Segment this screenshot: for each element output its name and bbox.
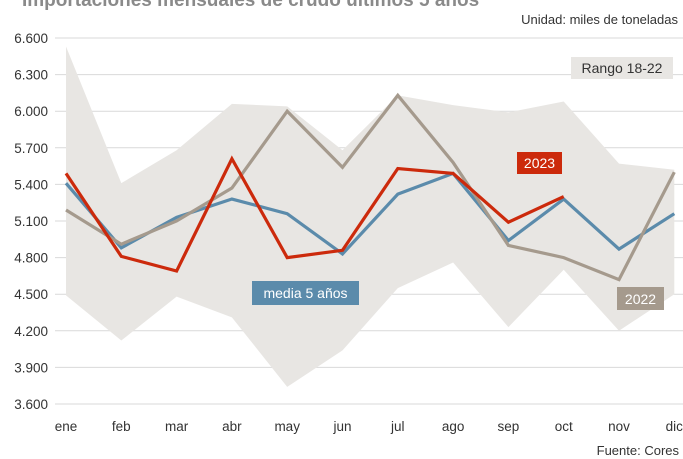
series-2022-line xyxy=(65,92,676,282)
legend-2023-label: 2023 xyxy=(524,155,555,171)
legend-2022-label: 2022 xyxy=(625,291,656,307)
x-tick-label: sep xyxy=(498,419,520,434)
x-tick-label: nov xyxy=(608,419,630,434)
chart-title: Importaciones mensuales de crudo últimos… xyxy=(22,0,479,11)
range-band xyxy=(66,46,675,387)
y-axis: 3.600 3.900 4.200 4.500 4.800 5.100 5.400 5.700… xyxy=(14,31,48,412)
y-tick-label: 4.200 xyxy=(14,324,48,339)
y-tick-label: 4.800 xyxy=(14,251,48,266)
range-band-layer xyxy=(66,46,675,387)
legend-2023-box xyxy=(517,152,562,174)
x-tick-label: oct xyxy=(555,419,573,434)
legend-2022-box xyxy=(617,287,664,310)
y-tick-label: 6.600 xyxy=(14,31,48,46)
x-tick-label: jul xyxy=(390,419,405,434)
x-tick-label: ene xyxy=(55,419,78,434)
legend-2022: 2022 xyxy=(617,287,664,310)
x-tick-label: feb xyxy=(112,419,131,434)
y-tick-label: 5.100 xyxy=(14,214,48,229)
y-tick-label: 6.000 xyxy=(14,104,48,119)
y-tick-label: 5.400 xyxy=(14,177,48,192)
legend-media: media 5 años xyxy=(252,281,359,305)
legend-media-label: media 5 años xyxy=(263,285,347,301)
legend-2023: 2023 xyxy=(517,152,562,174)
series-media-5-anos-line xyxy=(64,171,676,257)
legend-range: Rango 18-22 xyxy=(571,57,673,79)
series-layer xyxy=(64,92,676,282)
y-tick-label: 6.300 xyxy=(14,68,48,83)
y-tick-label: 3.900 xyxy=(14,360,48,375)
x-axis: ene feb mar abr may jun jul ago sep oct nov dic xyxy=(55,419,683,434)
legend-media-box xyxy=(252,281,359,305)
legend-range-label: Rango 18-22 xyxy=(582,60,663,76)
series-2023-line xyxy=(64,155,565,273)
x-tick-label: dic xyxy=(666,419,683,434)
source-label: Fuente: Cores xyxy=(597,443,680,458)
x-tick-label: mar xyxy=(165,419,189,434)
x-tick-label: abr xyxy=(222,419,242,434)
y-tick-label: 4.500 xyxy=(14,287,48,302)
unit-label: Unidad: miles de toneladas xyxy=(521,12,678,27)
y-tick-label: 5.700 xyxy=(14,141,48,156)
x-tick-label: ago xyxy=(442,419,465,434)
x-tick-label: may xyxy=(274,419,300,434)
x-tick-label: jun xyxy=(332,419,351,434)
legend-range-box xyxy=(571,57,673,79)
y-tick-label: 3.600 xyxy=(14,397,48,412)
